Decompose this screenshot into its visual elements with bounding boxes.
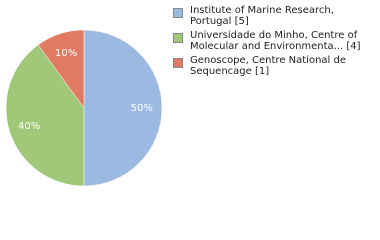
legend-swatch <box>173 33 183 43</box>
pie-slice <box>5 44 85 187</box>
legend-entry: Genoscope, Centre National de Sequencage… <box>172 55 362 77</box>
legend-entry: Universidade do Minho, Centre of Molecul… <box>172 30 362 52</box>
pie-chart: 50% 40% 10% <box>5 29 163 187</box>
legend-label: Genoscope, Centre National de Sequencage… <box>190 55 347 77</box>
slice-label: 50% <box>131 103 153 114</box>
pie-slice <box>37 29 85 109</box>
slice-label: 10% <box>55 48 77 59</box>
slice-label: 40% <box>18 121 40 132</box>
legend-label: Institute of Marine Research, Portugal [… <box>190 5 334 27</box>
pie-slice <box>83 29 163 187</box>
legend-swatch <box>173 8 183 18</box>
legend-label: Universidade do Minho, Centre of Molecul… <box>190 30 361 52</box>
legend: Institute of Marine Research, Portugal [… <box>172 5 377 80</box>
legend-entry: Institute of Marine Research, Portugal [… <box>172 5 362 27</box>
legend-swatch <box>173 58 183 68</box>
